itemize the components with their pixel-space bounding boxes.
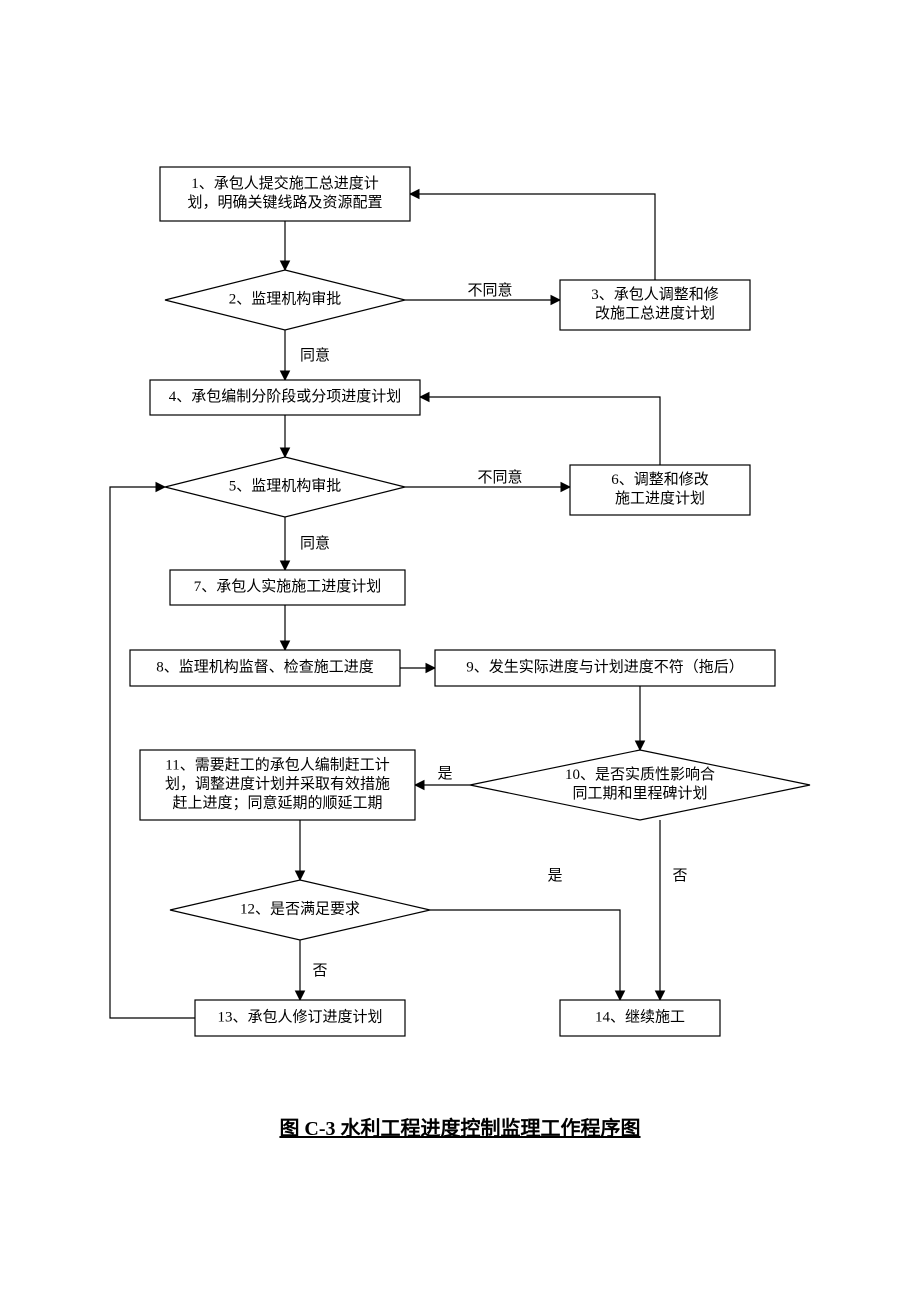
node-n8: 8、监理机构监督、检查施工进度: [130, 650, 400, 686]
edge-label: 不同意: [467, 281, 512, 299]
node-text: 12、是否满足要求: [240, 901, 360, 918]
node-n1: 1、承包人提交施工总进度计划，明确关键线路及资源配置: [160, 167, 410, 221]
node-text: 9、发生实际进度与计划进度不符（拖后）: [466, 659, 744, 676]
edge-label: 是: [547, 868, 562, 884]
node-n13: 13、承包人修订进度计划: [195, 1000, 405, 1036]
node-n10: 10、是否实质性影响合同工期和里程碑计划: [470, 750, 810, 820]
node-text: 4、承包编制分阶段或分项进度计划: [169, 388, 402, 405]
node-text: 划，调整进度计划并采取有效措施: [165, 776, 390, 793]
node-n3: 3、承包人调整和修改施工总进度计划: [560, 280, 750, 330]
node-n9: 9、发生实际进度与计划进度不符（拖后）: [435, 650, 775, 686]
edge-label: 同意: [300, 346, 330, 364]
node-text: 6、调整和修改: [611, 471, 709, 488]
node-text: 1、承包人提交施工总进度计: [191, 174, 379, 192]
node-n5: 5、监理机构审批: [165, 457, 405, 517]
node-text: 划，明确关键线路及资源配置: [187, 194, 382, 211]
node-text: 3、承包人调整和修: [591, 286, 719, 303]
node-n14: 14、继续施工: [560, 1000, 720, 1036]
node-text: 8、监理机构监督、检查施工进度: [156, 659, 374, 676]
node-text: 5、监理机构审批: [229, 478, 342, 495]
edge-n6-n4: [420, 397, 660, 465]
node-text: 7、承包人实施施工进度计划: [194, 578, 382, 595]
flowchart: 不同意同意不同意同意是否是否1、承包人提交施工总进度计划，明确关键线路及资源配置…: [0, 0, 920, 1302]
edge-label: 否: [312, 963, 327, 979]
edge-n3-n1: [410, 194, 655, 280]
node-n4: 4、承包编制分阶段或分项进度计划: [150, 380, 420, 415]
node-n2: 2、监理机构审批: [165, 270, 405, 330]
node-text: 同工期和里程碑计划: [572, 785, 707, 802]
node-text: 10、是否实质性影响合: [565, 766, 715, 783]
edge-label: 否: [672, 868, 687, 884]
edge-n12-n14: [430, 910, 620, 1000]
node-text: 2、监理机构审批: [229, 291, 342, 308]
node-text: 赶上进度；同意延期的顺延工期: [172, 794, 382, 812]
edge-label: 是: [437, 766, 452, 782]
node-text: 11、需要赶工的承包人编制赶工计: [165, 757, 389, 774]
node-n7: 7、承包人实施施工进度计划: [170, 570, 405, 605]
node-text: 改施工总进度计划: [595, 305, 715, 322]
node-n6: 6、调整和修改施工进度计划: [570, 465, 750, 515]
edge-label: 同意: [300, 534, 330, 552]
node-n11: 11、需要赶工的承包人编制赶工计划，调整进度计划并采取有效措施赶上进度；同意延期…: [140, 750, 415, 820]
node-text: 施工进度计划: [615, 490, 705, 507]
diagram-caption: 图 C-3 水利工程进度控制监理工作程序图: [279, 1116, 640, 1140]
node-text: 14、继续施工: [595, 1009, 685, 1026]
node-n12: 12、是否满足要求: [170, 880, 430, 940]
node-text: 13、承包人修订进度计划: [217, 1009, 382, 1026]
edge-label: 不同意: [477, 468, 522, 486]
